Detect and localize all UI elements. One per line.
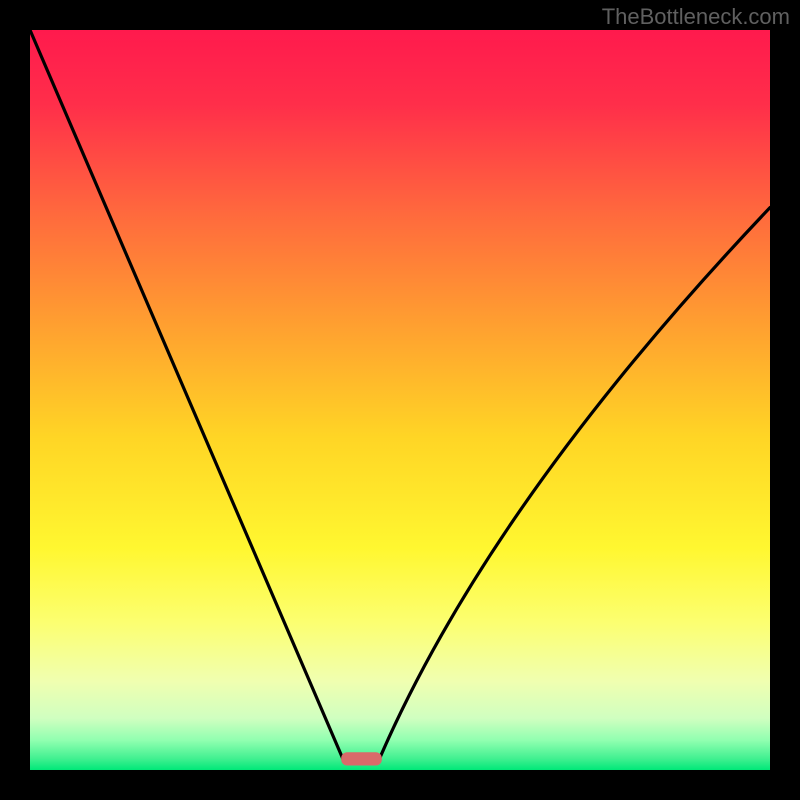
optimal-marker <box>341 752 382 765</box>
chart-svg <box>30 30 770 770</box>
plot-area <box>30 30 770 770</box>
gradient-background <box>30 30 770 770</box>
watermark-text: TheBottleneck.com <box>602 4 790 30</box>
chart-container: TheBottleneck.com <box>0 0 800 800</box>
